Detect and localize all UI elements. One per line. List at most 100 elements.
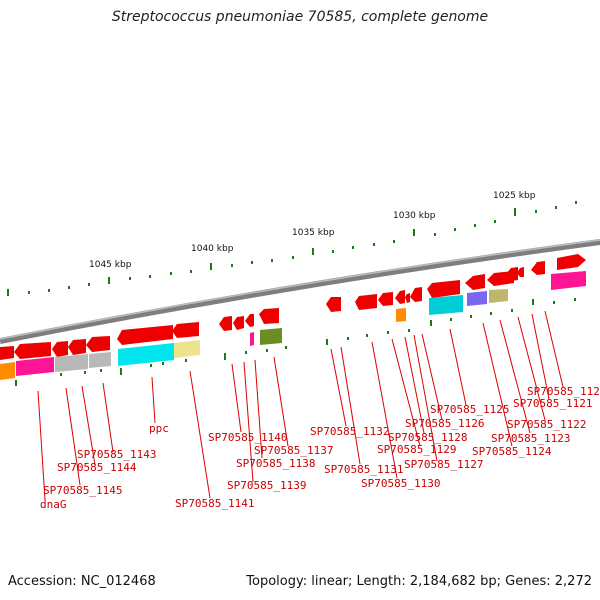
gene-label-sp70585-1127[interactable]: SP70585_1127	[404, 458, 483, 471]
leader-line	[231, 363, 242, 433]
scale-tick	[393, 240, 395, 243]
leader-line	[371, 341, 398, 479]
gene-label-sp70585-1140[interactable]: SP70585_1140	[208, 431, 287, 444]
gene-arrow[interactable]	[117, 325, 173, 345]
gene-label-sp70585-1143[interactable]: SP70585_1143	[77, 448, 156, 461]
cog-block	[118, 343, 174, 366]
gene-labels: dnaG SP70585_1145 SP70585_1144 SP70585_1…	[40, 385, 600, 511]
scale-tick	[494, 220, 496, 223]
gene-arrow[interactable]	[517, 267, 524, 277]
gene-arrow[interactable]	[86, 336, 110, 352]
lower-tick	[470, 315, 472, 318]
gene-label-sp70585-1145[interactable]: SP70585_1145	[43, 484, 122, 497]
leader-line	[413, 334, 438, 462]
gene-label-sp70585-1144[interactable]: SP70585_1144	[57, 461, 137, 474]
lower-tick	[408, 329, 410, 332]
gene-arrow[interactable]	[219, 316, 232, 331]
lower-tick	[326, 339, 328, 345]
scale-tick	[251, 261, 253, 264]
gene-arrow[interactable]	[557, 254, 586, 270]
lower-tick	[285, 346, 287, 349]
scale-tick	[555, 206, 557, 209]
lower-tick	[430, 320, 432, 326]
scale-tick	[190, 270, 192, 273]
gene-label-ppc[interactable]: ppc	[149, 422, 169, 435]
gene-arrow[interactable]	[427, 280, 460, 298]
scale-tick	[149, 275, 151, 278]
lower-tick-track	[15, 298, 576, 386]
gene-label-sp70585-1132[interactable]: SP70585_1132	[310, 425, 389, 438]
lower-tick	[15, 380, 17, 386]
scale-tick	[7, 289, 9, 296]
leader-line	[243, 361, 254, 483]
lower-tick	[511, 309, 513, 312]
lower-tick	[532, 299, 534, 305]
gene-label-sp70585-1138[interactable]: SP70585_1138	[236, 457, 315, 470]
scale-tick	[332, 250, 334, 253]
gene-arrow[interactable]	[355, 294, 377, 310]
gene-label-sp70585-1141[interactable]: SP70585_1141	[175, 497, 254, 510]
leader-line	[65, 387, 81, 486]
gene-label-sp70585-1121[interactable]: SP70585_1121	[513, 397, 592, 410]
gene-arrow[interactable]	[0, 346, 14, 360]
lower-tick	[120, 368, 122, 375]
gene-arrow[interactable]	[378, 292, 393, 306]
gene-arrow[interactable]	[172, 322, 199, 338]
lower-tick	[366, 334, 368, 337]
gene-arrow[interactable]	[52, 341, 68, 357]
gene-label-sp70585-1130[interactable]: SP70585_1130	[361, 477, 440, 490]
scale-tick	[312, 248, 314, 255]
lower-tick	[84, 371, 86, 374]
leader-line	[421, 333, 443, 421]
lower-tick	[60, 373, 62, 376]
page-title: Streptococcus pneumoniae 70585, complete…	[111, 9, 489, 25]
gene-label-dnaG[interactable]: dnaG	[40, 498, 67, 511]
gene-label-sp70585-1131[interactable]: SP70585_1131	[324, 463, 403, 476]
gene-arrow[interactable]	[465, 274, 485, 290]
gene-label-sp70585-1124[interactable]: SP70585_1124	[472, 445, 552, 458]
gene-arrow[interactable]	[531, 261, 545, 275]
gene-arrow[interactable]	[326, 297, 341, 312]
scale-label: 1045 kbp	[89, 260, 132, 270]
gene-arrow[interactable]	[487, 271, 514, 286]
gene-label-sp70585-1120[interactable]: SP70585_1120	[527, 385, 600, 398]
lower-tick	[450, 318, 452, 321]
gene-arrow[interactable]	[405, 293, 410, 303]
genome-backbone	[0, 239, 600, 344]
gene-label-sp70585-1126[interactable]: SP70585_1126	[405, 417, 484, 430]
cog-block	[467, 291, 487, 306]
lower-tick	[553, 301, 555, 304]
gene-label-sp70585-1128[interactable]: SP70585_1128	[388, 431, 467, 444]
gene-label-sp70585-1125[interactable]: SP70585_1125	[430, 403, 509, 416]
scale-tick	[231, 264, 233, 267]
gene-label-sp70585-1139[interactable]: SP70585_1139	[227, 479, 306, 492]
cog-block	[260, 328, 282, 345]
scale-tick	[454, 228, 456, 231]
gene-label-sp70585-1137[interactable]: SP70585_1137	[254, 444, 333, 457]
gene-arrow[interactable]	[68, 339, 86, 355]
gene-arrow[interactable]	[395, 290, 405, 304]
leader-line	[273, 356, 289, 447]
cog-block	[396, 308, 406, 322]
leader-line	[517, 316, 546, 421]
gene-arrow[interactable]	[245, 314, 254, 327]
gene-arrow[interactable]	[14, 342, 51, 359]
gene-label-sp70585-1123[interactable]: SP70585_1123	[491, 432, 570, 445]
scale-label: 1040 kbp	[191, 244, 234, 254]
gene-arrow[interactable]	[233, 316, 244, 330]
leader-line	[531, 313, 550, 400]
scale-tick	[48, 289, 50, 292]
gene-label-sp70585-1129[interactable]: SP70585_1129	[377, 443, 456, 456]
gene-label-sp70585-1122[interactable]: SP70585_1122	[507, 418, 586, 431]
gene-arrow[interactable]	[259, 308, 279, 324]
scale-tick	[575, 201, 577, 204]
lower-tick	[224, 353, 226, 360]
gene-arrow[interactable]	[410, 287, 422, 302]
leader-line	[449, 328, 467, 406]
cog-block	[551, 271, 586, 290]
lower-tick	[100, 369, 102, 372]
lower-tick	[574, 298, 576, 301]
cog-block	[429, 295, 463, 315]
lower-tick	[347, 337, 349, 340]
